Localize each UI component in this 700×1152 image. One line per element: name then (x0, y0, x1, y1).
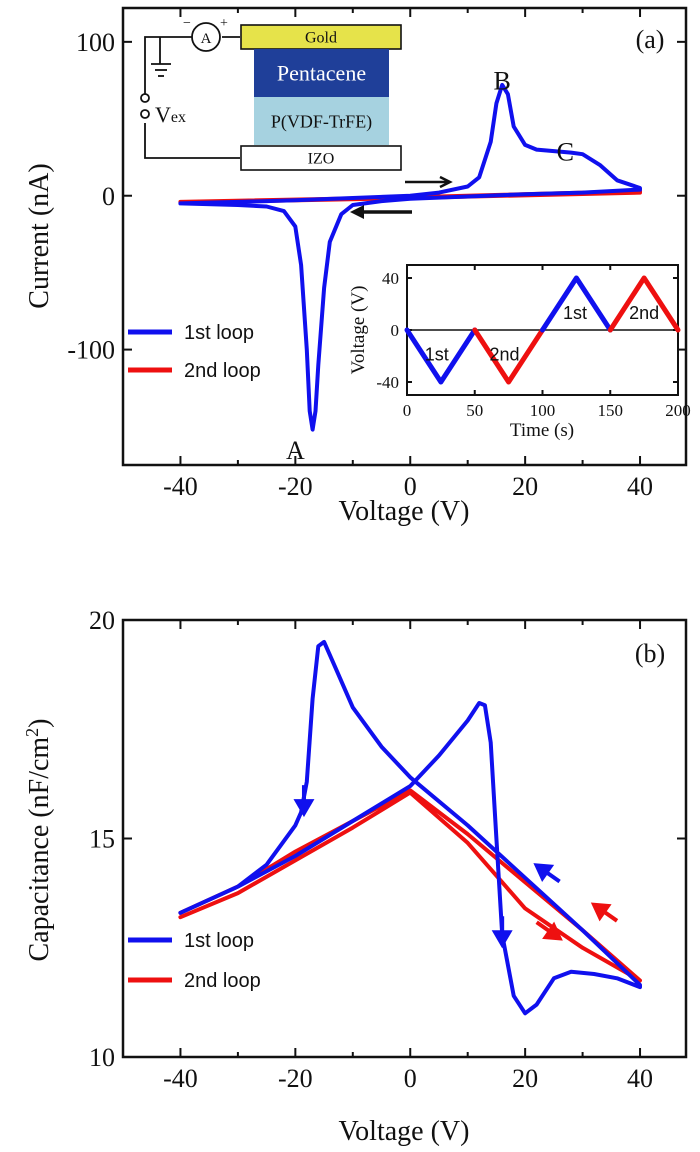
y-tick-label: 40 (382, 269, 399, 288)
series-line-2nd (472, 327, 545, 385)
x-tick-label: -40 (163, 472, 198, 501)
ammeter-icon (191, 22, 221, 52)
y-tick-label: 15 (89, 825, 115, 854)
x-axis-label: Voltage (V) (339, 1116, 470, 1147)
x-tick-label: 0 (403, 401, 412, 420)
source-label: Vex (155, 102, 186, 127)
inset-x-axis-label: Time (s) (510, 420, 574, 441)
y-axis-label-end: ) (24, 718, 55, 727)
direction-arrow (535, 920, 563, 941)
panel-label: (b) (635, 639, 665, 668)
y-tick-label: 0 (391, 321, 400, 340)
layer-2 (254, 97, 389, 145)
peak-label-B: B (493, 67, 510, 96)
ammeter-label: A (201, 31, 212, 47)
legend-label: 2nd loop (184, 970, 261, 992)
series-line-1st (540, 275, 613, 333)
legend-label: 1st loop (184, 322, 254, 344)
series-line-2nd (607, 275, 681, 333)
forward-sweep-arrow (405, 175, 453, 189)
layer-0 (240, 24, 402, 50)
segment-label: 1st (425, 344, 449, 364)
peak-label-C: C (557, 137, 574, 166)
segment-label: 1st (563, 303, 587, 323)
layer-label: Gold (305, 30, 337, 47)
x-tick-label: -40 (163, 1064, 198, 1093)
x-tick-label: 40 (627, 472, 653, 501)
x-tick-label: -20 (278, 472, 313, 501)
direction-arrow (491, 916, 513, 949)
layer-3 (240, 145, 402, 171)
y-axis-label-superscript: 2 (22, 728, 42, 737)
x-tick-label: -20 (278, 1064, 313, 1093)
layer-label: Pentacene (277, 61, 366, 86)
terminal-icon (140, 109, 150, 119)
direction-arrow (533, 863, 561, 884)
circuit-wires (144, 36, 240, 159)
segment-label: 2nd (490, 344, 520, 364)
y-axis-label: Capacitance (nF/cm2) (22, 718, 55, 961)
layer-label: P(VDF-TrFE) (271, 111, 372, 132)
segment-label: 2nd (629, 303, 659, 323)
panel-b-capacitance-voltage: -40 -20 0 20 40 20 15 10 Voltage (V) Capacitance … (22, 606, 688, 1147)
layer-1 (254, 49, 389, 97)
y-axis-label: Current (nA) (24, 163, 55, 308)
inset-y-axis-label: Voltage (V) (348, 286, 369, 375)
x-tick-label: 200 (665, 401, 691, 420)
x-tick-label: 100 (530, 401, 556, 420)
x-tick-label: 50 (466, 401, 483, 420)
y-tick-label: -100 (67, 336, 115, 365)
x-tick-label: 0 (404, 472, 417, 501)
source-subscript: ex (171, 109, 186, 126)
legend-label: 2nd loop (184, 360, 261, 382)
series-line-1st (404, 327, 478, 385)
x-axis-label: Voltage (V) (339, 496, 470, 527)
plot-frame (121, 6, 688, 467)
direction-arrow (293, 785, 315, 818)
x-tick-label: 0 (404, 1064, 417, 1093)
series-line-1st-loop (178, 639, 642, 1016)
ammeter-plus: + (220, 16, 228, 31)
x-tick-label: 40 (627, 1064, 653, 1093)
direction-arrow (590, 902, 619, 923)
y-tick-label: 10 (89, 1043, 115, 1072)
y-tick-label: 100 (76, 28, 115, 57)
x-tick-label: 20 (512, 1064, 538, 1093)
panel-a-current-voltage: -40 -20 0 20 40 100 0 -100 Voltage (V) Current (n… (24, 6, 691, 527)
y-tick-label: 0 (102, 182, 115, 211)
reverse-sweep-arrowhead (350, 205, 364, 219)
series-line-1st-loop (178, 82, 642, 432)
x-tick-label: 20 (512, 472, 538, 501)
panel-label: (a) (636, 25, 665, 54)
x-tick-label: 150 (598, 401, 624, 420)
terminal-icon (140, 93, 150, 103)
legend-label: 1st loop (184, 930, 254, 952)
ammeter-minus: − (183, 16, 191, 31)
layer-label: IZO (308, 151, 335, 168)
y-tick-label: 20 (89, 606, 115, 635)
peak-label-A: A (286, 436, 305, 465)
y-tick-label: -40 (376, 373, 399, 392)
device-schematic: A− + Vex Gold Pentacene P(VDF-TrFE) IZO (140, 16, 402, 171)
